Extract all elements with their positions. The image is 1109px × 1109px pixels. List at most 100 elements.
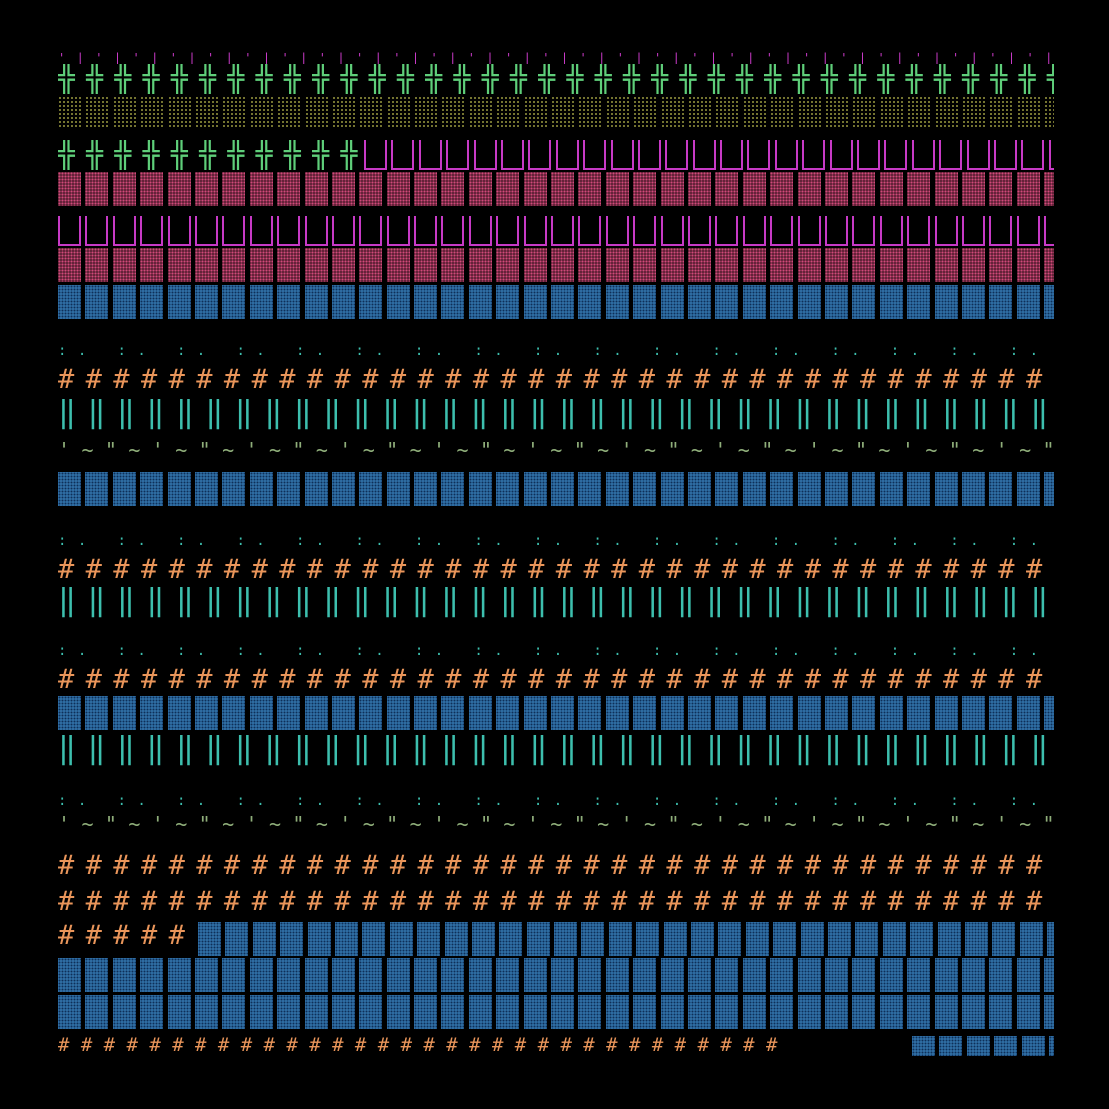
row-orange-hash-2-segment-1: #################################### [58,556,1054,585]
pattern-cell [934,958,958,992]
pattern-cell [85,285,109,319]
pattern-cell [715,248,739,282]
pattern-cell [167,958,191,992]
pattern-cell [222,958,246,992]
pattern-cell [715,96,739,128]
pattern-cell [797,96,821,128]
pattern-cell [386,285,410,319]
pattern-cell [526,922,550,956]
pattern-cell [551,696,575,730]
pattern-cell [414,472,438,506]
pattern-cell [249,216,273,246]
pattern-cell [441,96,465,128]
pattern-cell [852,696,876,730]
pattern-cell [1019,922,1043,956]
pattern-cell [663,922,687,956]
pattern-cell [277,696,301,730]
pattern-cell [720,140,744,170]
pattern-cell [961,958,985,992]
pattern-cell [1048,1036,1054,1056]
pattern-cell [468,96,492,128]
pattern-cell [827,922,851,956]
pattern-cell [386,172,410,206]
pattern-cell [824,248,848,282]
pattern-cell [1021,140,1045,170]
pattern-cell [797,248,821,282]
pattern-cell [194,995,218,1029]
pattern-cell [770,285,794,319]
pattern-cell [386,995,410,1029]
pattern-cell [934,696,958,730]
pattern-cell [961,172,985,206]
pattern-cell [961,995,985,1029]
pattern-cell [742,216,766,246]
pattern-cell [58,958,81,992]
pattern-cell [879,995,903,1029]
pattern-cell [414,696,438,730]
pattern-cell [633,216,657,246]
pattern-cell [58,172,81,206]
pattern-cell [391,140,415,170]
pattern-cell [140,172,164,206]
pattern-cell [610,140,634,170]
pattern-cell [578,472,602,506]
pattern-cell [687,472,711,506]
pattern-cell [112,696,136,730]
pattern-cell [331,248,355,282]
pattern-cell [961,472,985,506]
pattern-cell [414,96,438,128]
pattern-cell [496,472,520,506]
pattern-cell [249,172,273,206]
pattern-cell [660,216,684,246]
pattern-cell [687,285,711,319]
pattern-cell [605,285,629,319]
pattern-cell [884,140,908,170]
pattern-cell [605,216,629,246]
pattern-cell [468,995,492,1029]
pattern-cell [386,216,410,246]
pattern-cell [715,172,739,206]
pattern-cell [879,285,903,319]
pattern-cell [307,922,331,956]
pattern-cell [167,472,191,506]
pattern-cell [249,995,273,1029]
pattern-cell [797,958,821,992]
pattern-cell [879,248,903,282]
row-olive-dots-segment-1 [58,96,1054,128]
pattern-cell [605,248,629,282]
pattern-cell [194,248,218,282]
pattern-cell [304,172,328,206]
row-sage-tilde-1-segment-1: '~"~'~"~'~"~'~"~'~"~'~"~'~"~'~"~'~"~'~"~… [58,440,1054,460]
pattern-cell [934,216,958,246]
pattern-cell [1016,248,1040,282]
pattern-cell [225,922,249,956]
pattern-cell [194,216,218,246]
pattern-cell [222,172,246,206]
pattern-cell [496,172,520,206]
pattern-cell [359,696,383,730]
pattern-cell [773,922,797,956]
pattern-cell [742,696,766,730]
row-orange-hash-1-segment-1: #################################### [58,366,1054,395]
pattern-cell [1016,472,1040,506]
pattern-cell [331,472,355,506]
pattern-cell [687,995,711,1029]
pattern-cell [140,285,164,319]
pattern-cell [578,958,602,992]
pattern-cell [112,995,136,1029]
pattern-cell [1044,285,1054,319]
pattern-cell [331,995,355,1029]
pattern-cell [444,922,468,956]
pattern-cell [58,96,81,128]
pattern-cell [605,472,629,506]
pattern-cell [660,696,684,730]
pattern-cell [989,248,1013,282]
pattern-cell [660,172,684,206]
pattern-cell [636,922,660,956]
pattern-cell [907,248,931,282]
pattern-cell [194,472,218,506]
pattern-cell [852,285,876,319]
pattern-cell [414,995,438,1029]
pattern-cell [742,472,766,506]
pattern-cell [797,696,821,730]
